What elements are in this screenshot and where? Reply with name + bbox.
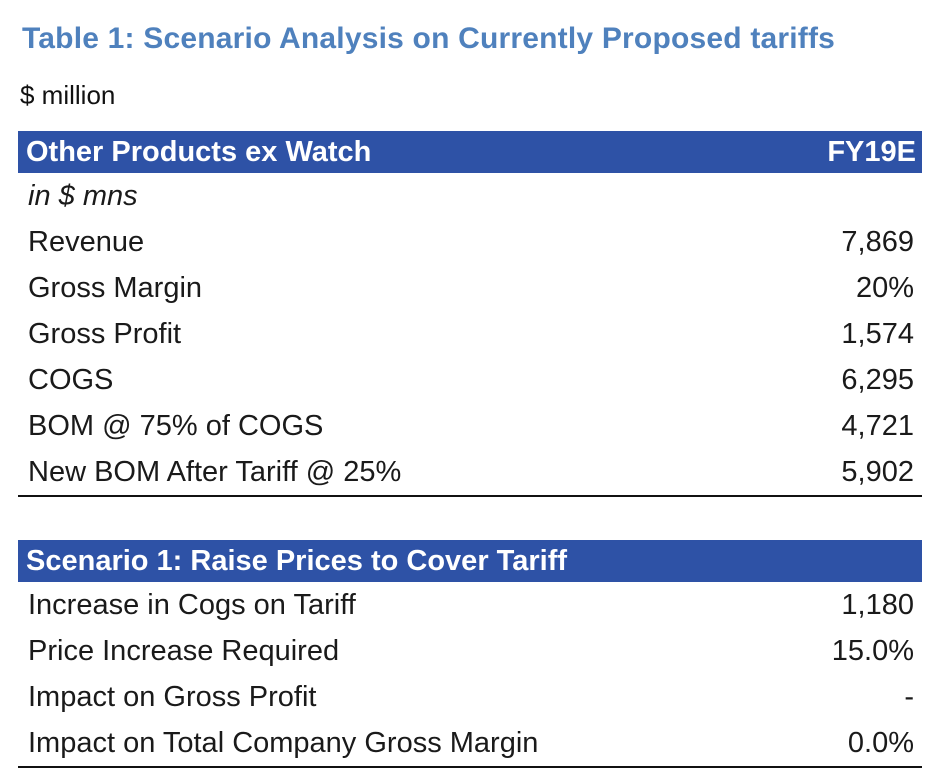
table-bottom-rule <box>18 766 922 768</box>
row-value: 15.0% <box>831 634 914 667</box>
table-row: Revenue 7,869 <box>18 219 922 265</box>
row-label: Impact on Gross Profit <box>28 680 317 713</box>
units-label: in $ mns <box>28 179 138 212</box>
table-row: Impact on Gross Profit - <box>18 674 922 720</box>
table-header: Other Products ex Watch FY19E <box>18 131 922 173</box>
table-row: Gross Profit 1,574 <box>18 311 922 357</box>
scenario-table: Scenario 1: Raise Prices to Cover Tariff… <box>18 540 922 768</box>
row-label: Revenue <box>28 225 145 258</box>
units-subtitle: $ million <box>20 80 116 110</box>
units-row: in $ mns <box>18 173 922 219</box>
table-row: BOM @ 75% of COGS 4,721 <box>18 403 922 449</box>
row-value: 0.0% <box>847 726 914 759</box>
row-label: New BOM After Tariff @ 25% <box>28 455 402 488</box>
row-value: 1,180 <box>841 588 914 621</box>
row-label: Price Increase Required <box>28 634 340 667</box>
table-row: Price Increase Required 15.0% <box>18 628 922 674</box>
row-value: 5,902 <box>841 455 914 488</box>
table-row: Impact on Total Company Gross Margin 0.0… <box>18 720 922 766</box>
row-label: COGS <box>28 363 114 396</box>
row-value: 1,574 <box>841 317 914 350</box>
row-value: 6,295 <box>841 363 914 396</box>
table-row: Increase in Cogs on Tariff 1,180 <box>18 582 922 628</box>
table-bottom-rule <box>18 495 922 497</box>
row-label: Impact on Total Company Gross Margin <box>28 726 539 759</box>
row-label: Gross Margin <box>28 271 203 304</box>
table-header-column: FY19E <box>827 135 916 168</box>
table-header-label: Scenario 1: Raise Prices to Cover Tariff <box>26 544 568 577</box>
table-row: New BOM After Tariff @ 25% 5,902 <box>18 449 922 495</box>
table-header: Scenario 1: Raise Prices to Cover Tariff <box>18 540 922 582</box>
row-value: - <box>904 680 914 713</box>
row-label: Increase in Cogs on Tariff <box>28 588 356 621</box>
table-row: Gross Margin 20% <box>18 265 922 311</box>
row-label: Gross Profit <box>28 317 182 350</box>
row-value: 7,869 <box>841 225 914 258</box>
row-label: BOM @ 75% of COGS <box>28 409 324 442</box>
products-table: Other Products ex Watch FY19E in $ mns R… <box>18 131 922 497</box>
table-header-label: Other Products ex Watch <box>26 135 372 168</box>
row-value: 4,721 <box>841 409 914 442</box>
page-title: Table 1: Scenario Analysis on Currently … <box>22 22 836 55</box>
table-row: COGS 6,295 <box>18 357 922 403</box>
row-value: 20% <box>855 271 914 304</box>
